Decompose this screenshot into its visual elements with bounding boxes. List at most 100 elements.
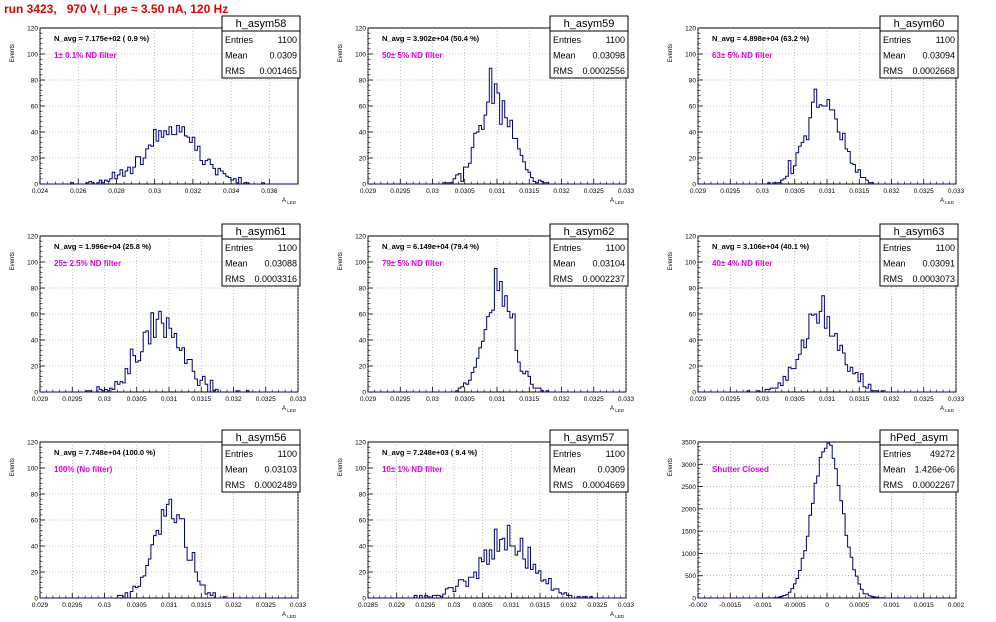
- x-tick-label: 0.0295: [390, 396, 410, 403]
- navg-label: N_avg = 1.996e+04 (25.8 %): [54, 242, 152, 251]
- x-tick-label: 0.024: [32, 188, 49, 195]
- y-tick-label: 80: [689, 78, 697, 85]
- y-axis-label: Events: [338, 44, 344, 62]
- stats-key: Mean: [883, 259, 906, 269]
- stats-value: 0.03098: [592, 51, 625, 61]
- stats-value: 1100: [278, 243, 297, 253]
- stats-value: 0.0002489: [254, 480, 297, 490]
- stats-value: 0.03091: [922, 259, 955, 269]
- stats-key: RMS: [225, 274, 245, 284]
- stats-key: Mean: [553, 259, 576, 269]
- stats-key: RMS: [225, 480, 245, 490]
- x-axis-label: A LED: [940, 406, 955, 413]
- x-tick-label: 0.032: [553, 188, 570, 195]
- x-tick-label: 0.033: [290, 396, 307, 403]
- x-tick-label: 0.032: [883, 396, 900, 403]
- y-tick-label: 60: [359, 104, 367, 111]
- stats-key: Entries: [553, 449, 582, 459]
- y-tick-label: 60: [31, 104, 39, 111]
- stats-key: RMS: [225, 66, 245, 76]
- stats-box: [879, 15, 959, 79]
- stats-key: RMS: [553, 274, 573, 284]
- x-tick-label: 0.0305: [455, 396, 475, 403]
- x-tick-label: 0.0295: [720, 396, 740, 403]
- histogram-panel-h_asym57: 0.0285 0.029 0.0295 0.03 0.0305 0.031 0.0315 0.…: [338, 429, 635, 619]
- y-tick-label: 100: [27, 466, 38, 473]
- stats-value: 1100: [936, 35, 955, 45]
- x-tick-label: 0.033: [618, 602, 635, 609]
- y-tick-label: 60: [31, 518, 39, 525]
- y-tick-label: 40: [359, 338, 367, 345]
- x-tick-label: 0.031: [161, 396, 178, 403]
- y-tick-label: 0: [362, 390, 366, 397]
- x-tick-label: 0.0315: [519, 396, 539, 403]
- y-tick-label: 3500: [682, 440, 697, 447]
- x-tick-label: 0.0315: [849, 188, 869, 195]
- y-tick-label: 40: [689, 130, 697, 137]
- y-tick-label: 0: [34, 182, 38, 189]
- y-tick-label: 100: [685, 260, 696, 267]
- histogram-panel-h_asym60: 0.029 0.0295 0.03 0.0305 0.031 0.0315 0.032 0.0…: [668, 15, 965, 205]
- x-tick-label: 0.0305: [785, 396, 805, 403]
- x-tick-label: 0.0325: [587, 602, 607, 609]
- stats-title: h_asym58: [236, 18, 287, 30]
- histogram-panel-h_asym56: 0.029 0.0295 0.03 0.0305 0.031 0.0315 0.032 0.0…: [10, 429, 307, 619]
- histogram-line: [698, 88, 956, 185]
- stats-value: 0.0004669: [582, 480, 625, 490]
- stats-value: 0.03103: [264, 465, 297, 475]
- stats-value: 49272: [930, 449, 955, 459]
- filter-annotation: 63± 5% ND filter: [712, 51, 772, 60]
- x-tick-label: 0.0285: [358, 602, 378, 609]
- stats-box: [549, 223, 629, 287]
- stats-title: hPed_asym: [890, 432, 948, 444]
- run-title: run 3423, 970 V, I_pe ≈ 3.50 nA, 120 Hz: [4, 2, 229, 16]
- y-tick-label: 20: [359, 570, 367, 577]
- y-tick-label: 0: [692, 596, 696, 603]
- stats-key: Entries: [883, 35, 912, 45]
- y-tick-label: 20: [31, 570, 39, 577]
- x-tick-label: 0.002: [948, 602, 965, 609]
- y-tick-label: 20: [31, 364, 39, 371]
- stats-key: Mean: [553, 51, 576, 61]
- y-tick-label: 100: [27, 52, 38, 59]
- y-tick-label: 0: [34, 390, 38, 397]
- stats-value: 0.0002556: [582, 66, 625, 76]
- y-tick-label: 2000: [682, 506, 697, 513]
- y-tick-label: 1000: [682, 551, 697, 558]
- y-tick-label: 80: [359, 492, 367, 499]
- stats-key: Mean: [225, 259, 248, 269]
- x-tick-label: 0.0325: [584, 188, 604, 195]
- y-axis-label: Events: [668, 252, 674, 270]
- stats-key: Mean: [883, 51, 906, 61]
- y-tick-label: 40: [359, 544, 367, 551]
- stats-key: RMS: [883, 480, 903, 490]
- y-tick-label: 40: [31, 130, 39, 137]
- y-tick-label: 40: [689, 338, 697, 345]
- y-tick-label: 3000: [682, 462, 697, 469]
- y-tick-label: 120: [27, 234, 38, 241]
- navg-label: N_avg = 4.898e+04 (63.2 %): [712, 34, 810, 43]
- x-tick-label: 0.033: [948, 188, 965, 195]
- histogram-line: [40, 125, 298, 185]
- x-tick-label: 0.031: [489, 188, 506, 195]
- x-tick-label: -0.0015: [719, 602, 741, 609]
- y-tick-label: 120: [355, 234, 366, 241]
- x-tick-label: 0.0305: [127, 602, 147, 609]
- y-tick-label: 0: [362, 596, 366, 603]
- x-tick-label: -0.001: [753, 602, 772, 609]
- y-tick-label: 100: [355, 260, 366, 267]
- histogram-line: [368, 268, 626, 393]
- stats-value: 0.03088: [264, 259, 297, 269]
- x-tick-label: 0.031: [819, 396, 836, 403]
- x-tick-label: 0.032: [561, 602, 578, 609]
- x-tick-label: 0.036: [261, 188, 278, 195]
- x-tick-label: 0.0315: [191, 602, 211, 609]
- y-axis-label: Events: [668, 458, 674, 476]
- stats-key: RMS: [883, 66, 903, 76]
- x-tick-label: 0.0315: [530, 602, 550, 609]
- x-tick-label: -0.002: [689, 602, 708, 609]
- stats-value: 0.03094: [922, 51, 955, 61]
- y-tick-label: 0: [362, 182, 366, 189]
- histogram-panel-h_asym59: 0.029 0.0295 0.03 0.0305 0.031 0.0315 0.032 0.0…: [338, 15, 635, 205]
